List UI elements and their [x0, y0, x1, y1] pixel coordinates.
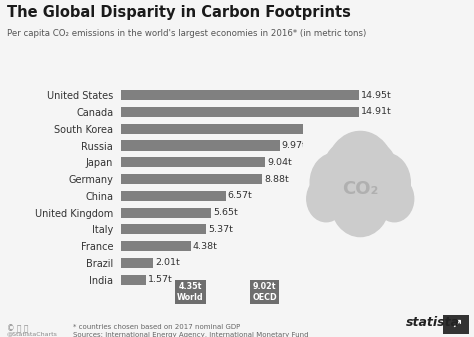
Text: © ⓘ Ⓞ: © ⓘ Ⓞ	[7, 324, 28, 333]
Bar	[121, 241, 191, 251]
Text: 11.50t: 11.50t	[306, 124, 337, 133]
Circle shape	[360, 153, 410, 212]
Text: 5.65t: 5.65t	[213, 208, 237, 217]
Text: 2.01t: 2.01t	[155, 258, 180, 268]
Text: 9.97t: 9.97t	[282, 141, 307, 150]
Circle shape	[331, 166, 390, 237]
Circle shape	[307, 176, 346, 222]
Text: CO₂: CO₂	[342, 180, 378, 198]
Bar	[121, 157, 265, 167]
Bar	[121, 90, 359, 100]
Text: 4.35t
World: 4.35t World	[177, 282, 203, 302]
Text: Per capita CO₂ emissions in the world's largest economies in 2016* (in metric to: Per capita CO₂ emissions in the world's …	[7, 29, 366, 38]
Text: 5.37t: 5.37t	[209, 225, 233, 234]
Circle shape	[351, 142, 397, 196]
Text: The Global Disparity in Carbon Footprints: The Global Disparity in Carbon Footprint…	[7, 5, 351, 20]
Text: 9.02t
OECD: 9.02t OECD	[252, 282, 277, 302]
Text: * countries chosen based on 2017 nominal GDP: * countries chosen based on 2017 nominal…	[73, 324, 241, 330]
Text: ↗: ↗	[451, 318, 462, 331]
Text: 14.95t: 14.95t	[361, 91, 392, 100]
Bar	[121, 191, 226, 201]
Bar	[121, 208, 211, 218]
Text: 8.88t: 8.88t	[264, 175, 289, 184]
Circle shape	[310, 153, 360, 212]
Bar	[121, 141, 280, 151]
Text: statista: statista	[406, 315, 460, 329]
Text: 9.04t: 9.04t	[267, 158, 292, 167]
Circle shape	[326, 131, 394, 212]
Text: 4.38t: 4.38t	[192, 242, 218, 251]
Text: 6.57t: 6.57t	[228, 191, 252, 201]
Text: @StatistaCharts: @StatistaCharts	[7, 331, 58, 336]
Bar	[121, 174, 263, 184]
Bar	[121, 258, 153, 268]
Text: 14.91t: 14.91t	[361, 108, 391, 117]
Circle shape	[375, 176, 414, 222]
Bar	[121, 124, 304, 134]
Circle shape	[324, 142, 369, 196]
Text: Sources: International Energy Agency, International Monetary Fund: Sources: International Energy Agency, In…	[73, 332, 309, 337]
Bar	[121, 275, 146, 285]
Bar	[121, 107, 359, 117]
Text: 1.57t: 1.57t	[148, 275, 173, 284]
Bar	[121, 224, 207, 235]
